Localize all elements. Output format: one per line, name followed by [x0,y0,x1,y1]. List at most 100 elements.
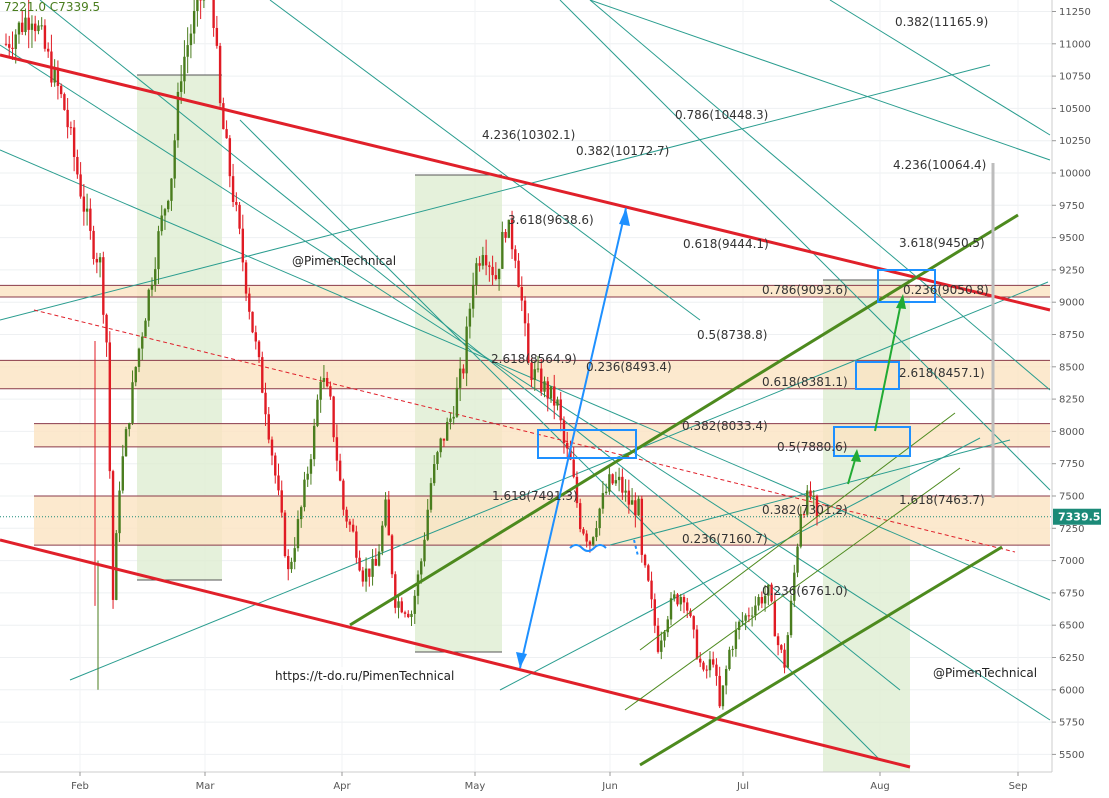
fib-label: 0.618(9444.1) [683,237,769,251]
candle-bear [711,659,715,665]
fib-label: 3.618(9638.6) [508,213,594,227]
candle-bull [452,416,455,419]
candle-bear [79,174,82,197]
candle-bull [384,499,387,526]
candle-bear [274,455,277,476]
candle-bear [523,300,527,324]
time-axis[interactable]: Feb Mar Apr May Jun Jul Aug Sep [0,771,1052,794]
candle-bull [186,45,189,57]
candle-bull [364,568,368,582]
candle-bull [439,438,442,453]
candle-bear [627,490,631,505]
link-watermark[interactable]: https://t-do.ru/PimenTechnical [275,669,454,683]
candle-bull [669,598,673,620]
candle-bear [56,67,60,86]
candle-bull [322,377,326,382]
price-tick-label: 6750 [1059,588,1084,599]
candle-bear [770,584,773,602]
candle-bull [30,23,34,30]
candle-bull [501,231,504,269]
candle-bear [403,612,407,614]
candle-bear [11,47,14,49]
candle-bear [251,311,254,333]
candle-bear [63,94,66,110]
candle-bear [76,156,79,175]
candle-bear [27,17,30,30]
price-tick-label: 11250 [1059,7,1091,18]
time-tick-label: Jul [736,781,749,792]
candle-bull [591,537,595,545]
price-tick-label: 9500 [1059,233,1084,244]
green-thin-line-1 [624,467,961,711]
candle-bull [17,22,21,35]
candle-bull [413,595,416,614]
candle-bull [423,539,426,562]
blue-projection [516,207,936,669]
candle-bull [173,140,176,179]
price-tick-label: 6000 [1059,685,1084,696]
candle-bear [462,368,465,374]
candle-bear [699,658,702,663]
candle-bull [24,17,27,33]
candle-bull [624,490,627,493]
candle-bear [760,597,764,604]
candle-bull [381,525,384,552]
candle-bear [702,662,705,670]
candle-bear [575,476,579,504]
candle-bear [527,323,530,363]
candle-bull [141,336,144,349]
candle-bear [215,27,219,46]
candle-bull [300,507,303,520]
price-tick-label: 10000 [1059,169,1091,180]
price-axis[interactable]: 5500 5750 6000 6250 6500 6750 7000 7250 7500 7750… [1051,0,1109,794]
candle-bear [640,498,644,555]
green-channel-lower-line [639,545,1003,767]
price-tick-label: 10750 [1059,72,1091,83]
candle-bear [394,574,397,608]
candle-bear [621,476,624,493]
price-tick-label: 9250 [1059,265,1084,276]
candle-bear [566,442,569,449]
candle-bear [270,439,274,456]
candle-bull [533,369,536,381]
candle-bull [458,368,462,388]
candle-bear [682,597,686,603]
fib-label: 0.236(9050.8) [903,283,989,297]
blue-box-4 [877,269,936,303]
candle-bull [767,584,770,596]
fib-label: 0.236(7160.7) [682,532,768,546]
candle-bear [692,616,695,630]
candle-bull [147,289,150,321]
candle-bear [338,460,342,481]
candle-bear [351,524,355,532]
candle-bear [238,204,241,229]
blue-arrow-head-up [619,208,630,226]
candle-bear [46,48,50,52]
candle-bear [494,275,498,280]
time-tick-label: Jun [601,781,618,792]
candle-bull [436,452,439,465]
candle-bear [72,127,76,157]
fib-label: 0.5(8738.8) [697,328,767,342]
candle-bear [59,85,63,95]
link-watermark-background [270,667,460,685]
candle-bull [468,308,472,327]
candle-bull [371,558,374,577]
candle-bear [355,531,358,558]
time-axis-ticks: Feb Mar Apr May Jun Jul Aug Sep [71,772,1027,792]
candle-bull [455,387,459,417]
candle-bear [815,496,819,517]
teal-trend-line [269,0,701,321]
blue-squiggle [569,544,607,552]
candle-bear [361,570,365,582]
candle-bear [582,529,585,534]
blue-dash-mark [633,539,639,557]
candle-bull [157,231,160,270]
candle-bull [806,490,809,515]
teal-trend-line [69,281,1049,681]
candle-bear [254,332,257,342]
green-arrow-head-2 [896,294,906,309]
fib-label: 2.618(8457.1) [899,366,985,380]
